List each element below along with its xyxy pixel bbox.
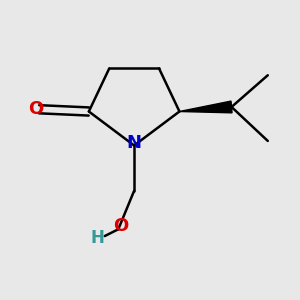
Text: O: O [113, 217, 128, 235]
Text: N: N [127, 134, 142, 152]
Polygon shape [179, 101, 232, 113]
Text: O: O [28, 100, 43, 118]
Text: H: H [91, 229, 105, 247]
